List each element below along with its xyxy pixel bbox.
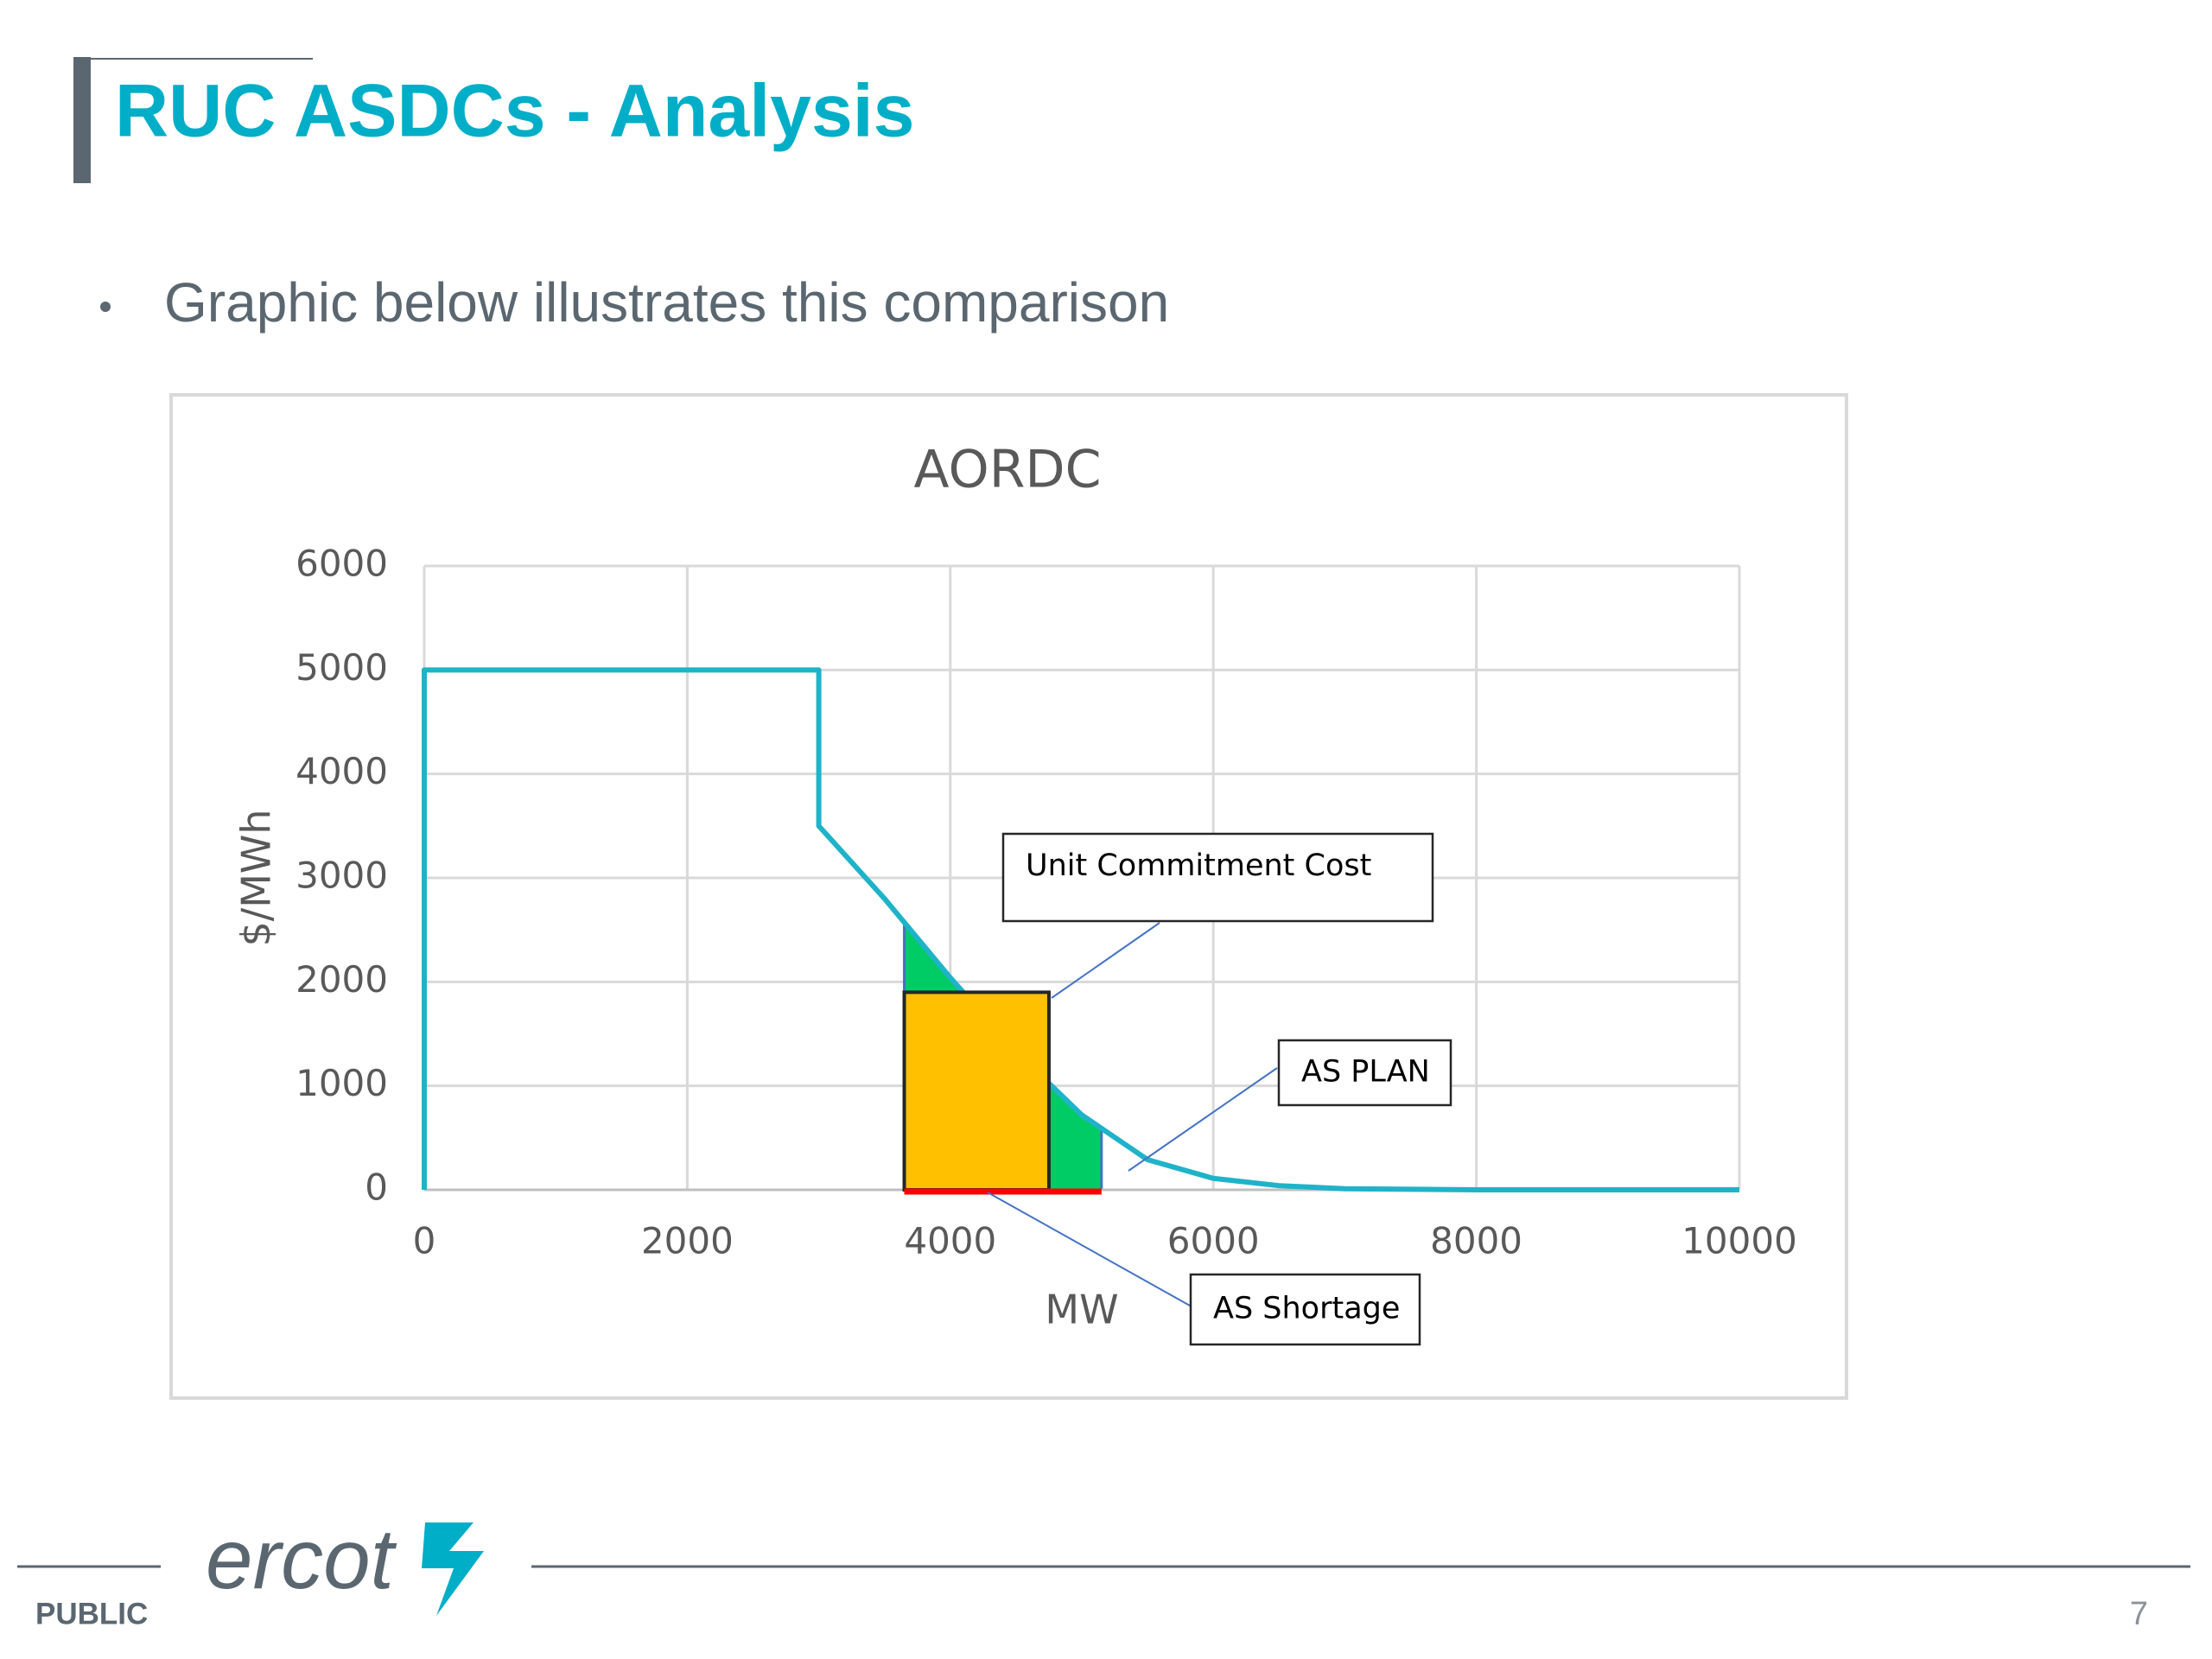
x-tick-label: 2000 — [641, 1220, 734, 1262]
logo-mark — [422, 1522, 484, 1616]
plot: 0 1000 2000 3000 4000 5000 6000 0 2000 4000 6000 80… — [296, 543, 1797, 1346]
callout-text: AS Shortage — [1213, 1292, 1400, 1326]
callout-box — [1277, 1039, 1452, 1107]
commitment-rect — [902, 990, 1051, 1192]
logo-text: ercot — [206, 1511, 397, 1606]
title-bar — [73, 57, 91, 183]
callout-leader — [1128, 1067, 1278, 1172]
x-tick-label: 6000 — [1167, 1220, 1260, 1262]
callout-box — [1189, 1273, 1421, 1346]
page-number: 7 — [2130, 1596, 2148, 1632]
callout-text: AS PLAN — [1301, 1055, 1430, 1090]
x-axis-label: MW — [1045, 1287, 1118, 1333]
y-axis-label: $/MWh — [233, 809, 280, 946]
y-tick-label: 0 — [365, 1166, 388, 1209]
x-tick-label: 0 — [413, 1220, 436, 1262]
chart-title: AORDC — [913, 440, 1101, 500]
footer-label: PUBLIC — [35, 1597, 148, 1630]
x-tick-label: 8000 — [1430, 1220, 1522, 1262]
x-tick-label: 10000 — [1681, 1220, 1797, 1262]
y-tick-label: 2000 — [296, 958, 388, 1001]
callout-leader — [1051, 922, 1160, 999]
callout-text: Unit Commitment Cost — [1026, 849, 1371, 883]
y-tick-label: 6000 — [296, 543, 388, 585]
y-tick-label: 5000 — [296, 646, 388, 689]
y-tick-label: 4000 — [296, 750, 388, 792]
x-tick-label: 4000 — [904, 1220, 996, 1262]
bullet-dot — [100, 302, 111, 312]
y-tick-label: 1000 — [296, 1062, 388, 1104]
slide-title: RUC ASDCs - Analysis — [115, 70, 915, 153]
callout-leader — [987, 1192, 1191, 1306]
bullet-text: Graphic below illustrates this compariso… — [164, 271, 1169, 334]
callout-box — [1001, 832, 1434, 923]
y-tick-label: 3000 — [296, 855, 388, 897]
